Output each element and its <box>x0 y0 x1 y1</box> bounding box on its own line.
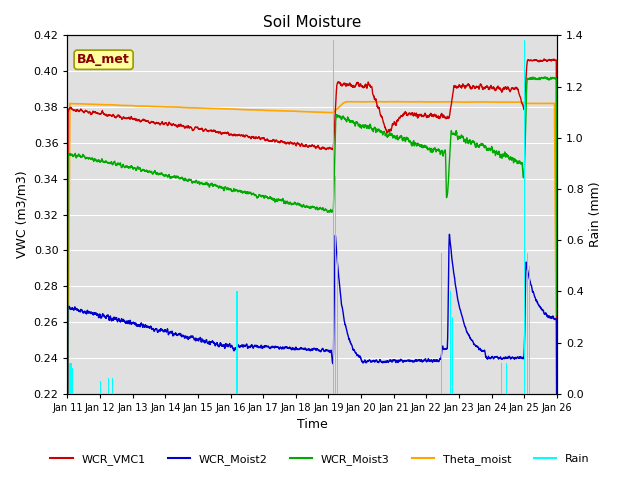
Y-axis label: Rain (mm): Rain (mm) <box>589 182 602 247</box>
Bar <box>337 253 338 394</box>
Bar <box>506 363 508 394</box>
Bar <box>69 363 72 394</box>
Bar <box>236 291 237 394</box>
Bar <box>441 253 442 394</box>
X-axis label: Time: Time <box>297 419 328 432</box>
Title: Soil Moisture: Soil Moisture <box>263 15 362 30</box>
Bar <box>100 381 101 394</box>
Bar <box>524 40 525 394</box>
Bar <box>529 266 531 394</box>
Bar <box>335 176 336 394</box>
Bar <box>450 291 451 394</box>
Bar <box>500 363 502 394</box>
Legend: WCR_VMC1, WCR_Moist2, WCR_Moist3, Theta_moist, Rain: WCR_VMC1, WCR_Moist2, WCR_Moist3, Theta_… <box>46 450 594 469</box>
Text: BA_met: BA_met <box>77 53 130 66</box>
Y-axis label: VWC (m3/m3): VWC (m3/m3) <box>15 171 28 258</box>
Bar <box>527 253 528 394</box>
Bar <box>108 378 109 394</box>
Bar <box>447 40 449 394</box>
Bar <box>72 368 73 394</box>
